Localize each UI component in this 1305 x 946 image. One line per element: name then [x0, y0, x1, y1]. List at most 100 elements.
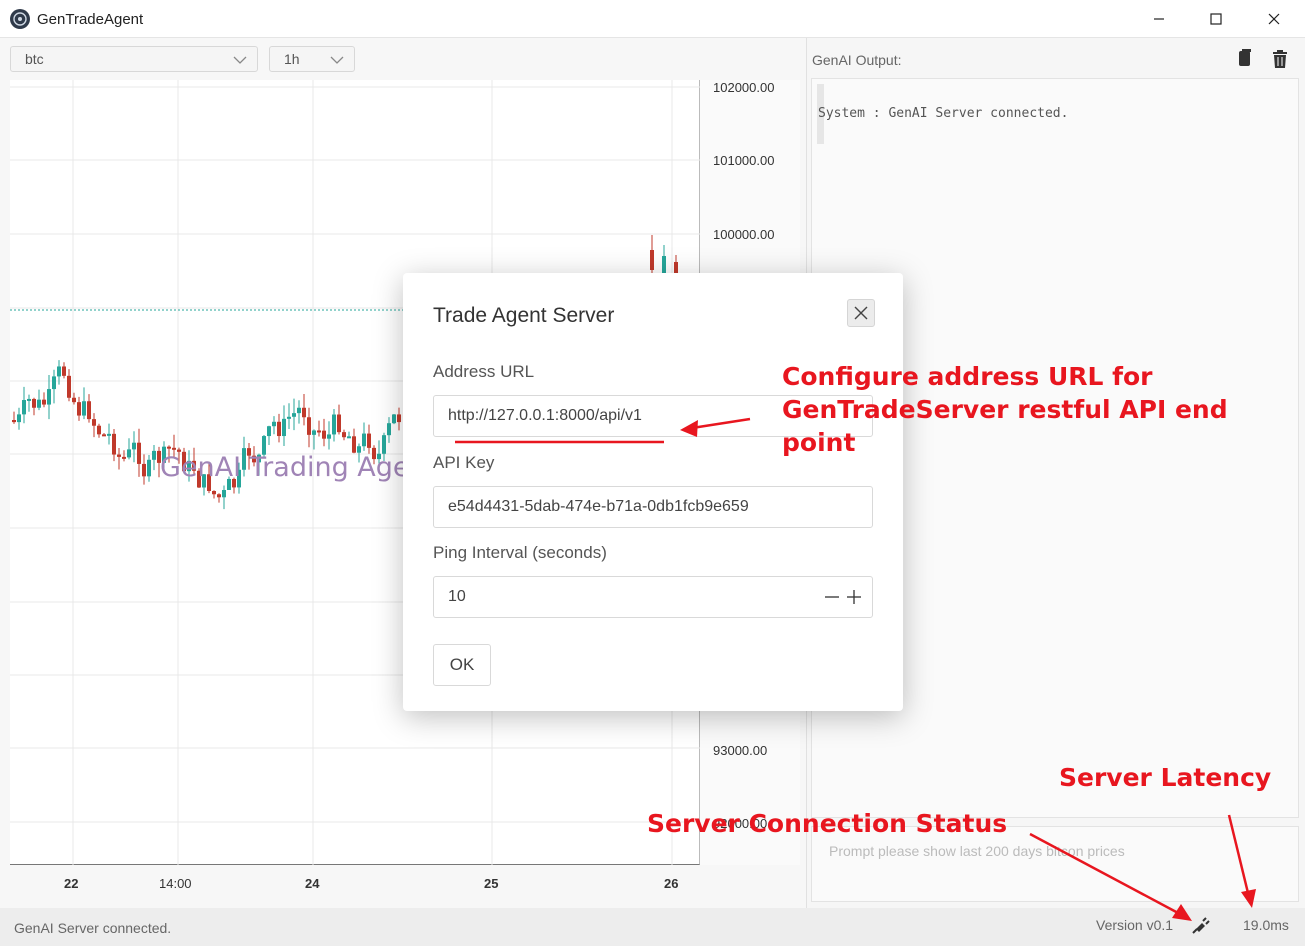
- candle-body: [122, 456, 126, 459]
- candle-body: [192, 460, 196, 471]
- ok-button[interactable]: OK: [433, 644, 491, 686]
- candle-body: [312, 430, 316, 435]
- url-annotation-line: GenTradeServer restful API end: [782, 395, 1228, 424]
- candle-body: [302, 407, 306, 418]
- api-key-input[interactable]: e54d4431-5dab-474e-b71a-0db1fcb9e659: [433, 486, 873, 528]
- candle-body: [157, 450, 161, 463]
- close-icon: [1268, 13, 1280, 25]
- candle-body: [182, 451, 186, 472]
- output-label: GenAI Output:: [812, 52, 902, 68]
- candle-body: [162, 446, 166, 463]
- symbol-select[interactable]: btc: [10, 46, 258, 72]
- price-tick: 93000.00: [713, 743, 768, 758]
- candle-body: [42, 399, 46, 405]
- candle-body: [262, 436, 266, 455]
- url-annotation-line: point: [782, 428, 856, 457]
- candle-body: [247, 448, 251, 456]
- api-key-label: API Key: [433, 453, 495, 472]
- close-window-button[interactable]: [1245, 0, 1303, 38]
- candle-body: [367, 433, 371, 448]
- candle-body: [132, 442, 136, 450]
- title-bar: GenTradeAgent: [0, 0, 1305, 38]
- candle-body: [307, 417, 311, 435]
- api-key-value: e54d4431-5dab-474e-b71a-0db1fcb9e659: [448, 498, 749, 515]
- candle-body: [277, 421, 281, 437]
- minimize-icon: [1154, 18, 1164, 20]
- price-tick: 101000.00: [713, 153, 775, 168]
- output-scrollbar[interactable]: [817, 84, 824, 144]
- address-url-value: http://127.0.0.1:8000/api/v1: [448, 407, 642, 424]
- candle-body: [197, 470, 201, 488]
- chevron-down-icon: [233, 56, 247, 64]
- candle-body: [102, 434, 106, 437]
- maximize-icon: [1210, 13, 1222, 25]
- candle-body: [12, 420, 16, 423]
- status-message: GenAI Server connected.: [14, 920, 172, 936]
- candle-body: [67, 375, 71, 398]
- candle-body: [222, 489, 226, 498]
- trash-icon[interactable]: [1271, 49, 1289, 69]
- candle-body: [52, 376, 56, 390]
- copy-icon[interactable]: [1236, 49, 1254, 69]
- maximize-button[interactable]: [1187, 0, 1245, 38]
- candle-body: [112, 433, 116, 455]
- dialog-close-button[interactable]: [847, 299, 875, 327]
- dialog-title: Trade Agent Server: [433, 304, 615, 327]
- url-annotation: Configure address URL for GenTradeServer…: [782, 360, 1228, 459]
- candle-body: [72, 397, 76, 403]
- candle-body: [297, 407, 301, 414]
- ping-interval-label: Ping Interval (seconds): [433, 543, 607, 562]
- candle-body: [87, 401, 91, 420]
- candle-body: [357, 446, 361, 453]
- minimize-button[interactable]: [1130, 0, 1188, 38]
- time-tick: 24: [305, 876, 320, 891]
- prompt-placeholder: Prompt please show last 200 days bitcon …: [829, 843, 1125, 859]
- candle-body: [327, 434, 331, 439]
- candle-body: [227, 478, 231, 490]
- candle-body: [282, 418, 286, 437]
- latency-value: 19.0ms: [1243, 917, 1289, 933]
- price-tick: 92000.00: [713, 816, 768, 831]
- candle-body: [292, 413, 296, 417]
- ping-interval-value: 10: [448, 588, 466, 605]
- candle-body: [382, 435, 386, 454]
- candle-body: [650, 250, 654, 270]
- plug-connection-icon[interactable]: [1190, 913, 1212, 935]
- candle-body: [62, 366, 66, 376]
- address-url-input[interactable]: http://127.0.0.1:8000/api/v1: [433, 395, 873, 437]
- symbol-select-value: btc: [25, 51, 44, 67]
- trade-agent-server-dialog: Trade Agent Server Address URL http://12…: [403, 273, 903, 711]
- candle-body: [372, 447, 376, 460]
- candle-body: [387, 423, 391, 436]
- candle-body: [152, 450, 156, 460]
- time-tick: 22: [64, 876, 79, 891]
- plus-icon[interactable]: [846, 589, 862, 605]
- interval-select[interactable]: 1h: [269, 46, 355, 72]
- candle-body: [147, 459, 151, 477]
- candle-body: [167, 446, 171, 449]
- ping-interval-input[interactable]: 10: [433, 576, 873, 618]
- latency-annotation: Server Latency: [1059, 763, 1272, 792]
- address-url-label: Address URL: [433, 362, 535, 381]
- candle-body: [117, 454, 121, 457]
- candle-body: [317, 430, 321, 433]
- candle-body: [287, 416, 291, 419]
- candle-body: [242, 448, 246, 470]
- candle-body: [202, 474, 206, 488]
- candle-body: [362, 433, 366, 447]
- app-logo-icon: [10, 9, 30, 29]
- price-tick: 100000.00: [713, 227, 775, 242]
- candle-body: [352, 436, 356, 453]
- candle-body: [127, 449, 131, 458]
- chevron-down-icon: [330, 56, 344, 64]
- minus-icon[interactable]: [824, 589, 840, 605]
- candle-body: [97, 425, 101, 435]
- candle-body: [392, 414, 396, 424]
- candle-body: [237, 469, 241, 488]
- candle-body: [662, 256, 666, 276]
- candle-body: [207, 474, 211, 491]
- candle-body: [332, 414, 336, 435]
- candle-body: [17, 414, 21, 423]
- candle-body: [82, 401, 86, 416]
- candle-body: [27, 398, 31, 401]
